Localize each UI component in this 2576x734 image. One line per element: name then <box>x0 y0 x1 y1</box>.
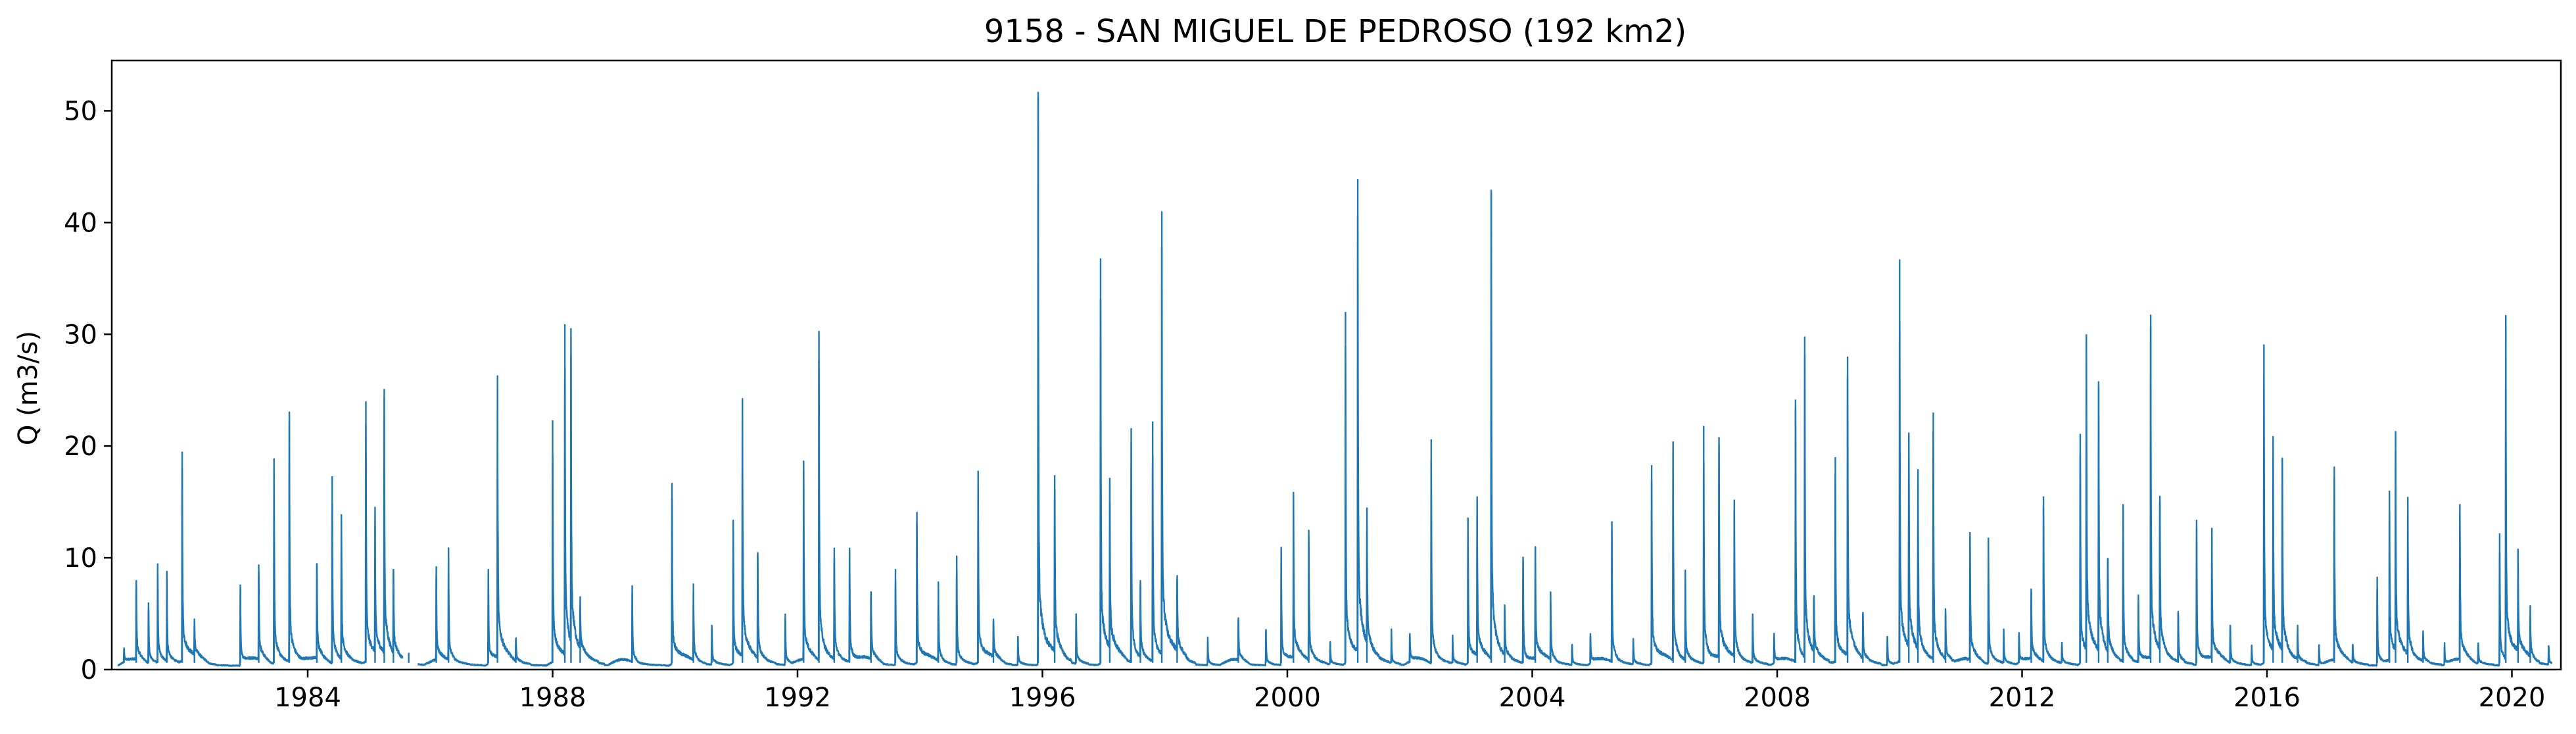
x-tick-label: 1984 <box>274 683 341 713</box>
y-tick-label: 20 <box>64 431 97 462</box>
x-tick-label: 1988 <box>519 683 586 713</box>
x-axis: 1984 1988 1992 1996 2000 2004 2008 2012 2016 2020 <box>274 670 2545 713</box>
x-tick-label: 1996 <box>1009 683 1076 713</box>
x-tick-label: 2016 <box>2233 683 2301 713</box>
x-tick-label: 2008 <box>1744 683 1811 713</box>
x-tick-label: 1992 <box>764 683 831 713</box>
x-tick-label: 2004 <box>1499 683 1566 713</box>
x-tick-label: 2012 <box>1989 683 2056 713</box>
y-axis-label: Q (m3/s) <box>13 331 43 445</box>
x-tick-label: 2000 <box>1254 683 1321 713</box>
y-tick-label: 40 <box>64 208 97 238</box>
y-tick-label: 10 <box>64 543 97 574</box>
discharge-line <box>117 96 2552 667</box>
y-axis: 0 10 20 30 40 50 <box>64 96 112 685</box>
plot-area <box>110 59 2562 671</box>
axes-frame <box>110 59 2562 671</box>
y-tick-label: 30 <box>64 320 97 350</box>
y-tick-label: 0 <box>81 655 97 685</box>
y-tick-label: 50 <box>64 96 97 126</box>
x-tick-label: 2020 <box>2479 683 2546 713</box>
series-layer <box>117 91 2552 667</box>
chart-title: 9158 - SAN MIGUEL DE PEDROSO (192 km2) <box>984 13 1686 50</box>
